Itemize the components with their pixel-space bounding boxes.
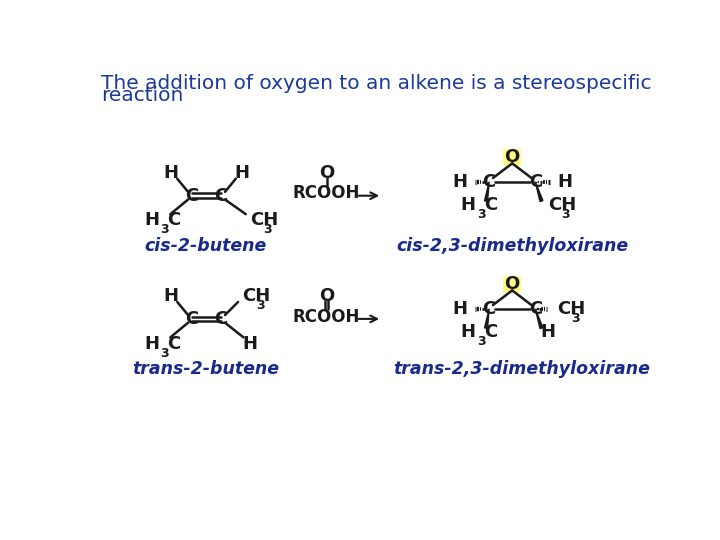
Text: C: C (482, 300, 496, 318)
Text: trans-2-butene: trans-2-butene (132, 360, 279, 378)
Text: CH: CH (250, 211, 278, 230)
Text: CH: CH (242, 287, 270, 305)
Text: H: H (453, 173, 467, 191)
Text: O: O (319, 287, 334, 305)
Text: 3: 3 (477, 335, 485, 348)
Text: H: H (557, 173, 572, 191)
Text: C: C (167, 335, 181, 353)
Text: C: C (215, 187, 228, 205)
Text: C: C (167, 211, 181, 230)
Polygon shape (535, 309, 543, 329)
Text: O: O (505, 275, 520, 293)
Text: H: H (163, 164, 179, 181)
Text: 3: 3 (161, 347, 169, 360)
Text: H: H (145, 211, 160, 230)
Text: H: H (235, 164, 249, 181)
Text: 3: 3 (161, 224, 169, 237)
Text: 3: 3 (562, 208, 570, 221)
Text: 3: 3 (477, 208, 485, 221)
Text: H: H (460, 323, 475, 341)
Text: 3: 3 (256, 299, 264, 312)
Text: C: C (485, 323, 498, 341)
Text: H: H (163, 287, 179, 305)
Text: C: C (528, 173, 542, 191)
Text: H: H (242, 335, 257, 353)
Text: H: H (460, 196, 475, 214)
Text: O: O (319, 164, 334, 181)
Polygon shape (535, 182, 543, 201)
Text: C: C (185, 187, 199, 205)
Text: H: H (540, 323, 555, 341)
Text: RCOOH: RCOOH (293, 308, 360, 326)
Text: CH: CH (548, 196, 576, 214)
FancyBboxPatch shape (503, 276, 521, 293)
Text: RCOOH: RCOOH (293, 184, 360, 202)
Text: cis-2,3-dimethyloxirane: cis-2,3-dimethyloxirane (396, 237, 629, 255)
Text: 3: 3 (571, 312, 580, 325)
Text: C: C (482, 173, 496, 191)
Text: CH: CH (557, 300, 585, 318)
Polygon shape (485, 309, 489, 328)
Text: C: C (215, 310, 228, 328)
Text: reaction: reaction (101, 86, 184, 105)
Text: trans-2,3-dimethyloxirane: trans-2,3-dimethyloxirane (393, 360, 650, 378)
Text: C: C (185, 310, 199, 328)
Text: cis-2-butene: cis-2-butene (145, 237, 267, 255)
Text: O: O (505, 148, 520, 166)
Text: H: H (453, 300, 467, 318)
Text: The addition of oxygen to an alkene is a stereospecific: The addition of oxygen to an alkene is a… (101, 74, 652, 93)
Text: 3: 3 (264, 224, 272, 237)
Text: H: H (145, 335, 160, 353)
Polygon shape (485, 182, 489, 201)
Text: C: C (528, 300, 542, 318)
Text: C: C (485, 196, 498, 214)
FancyBboxPatch shape (503, 148, 521, 166)
